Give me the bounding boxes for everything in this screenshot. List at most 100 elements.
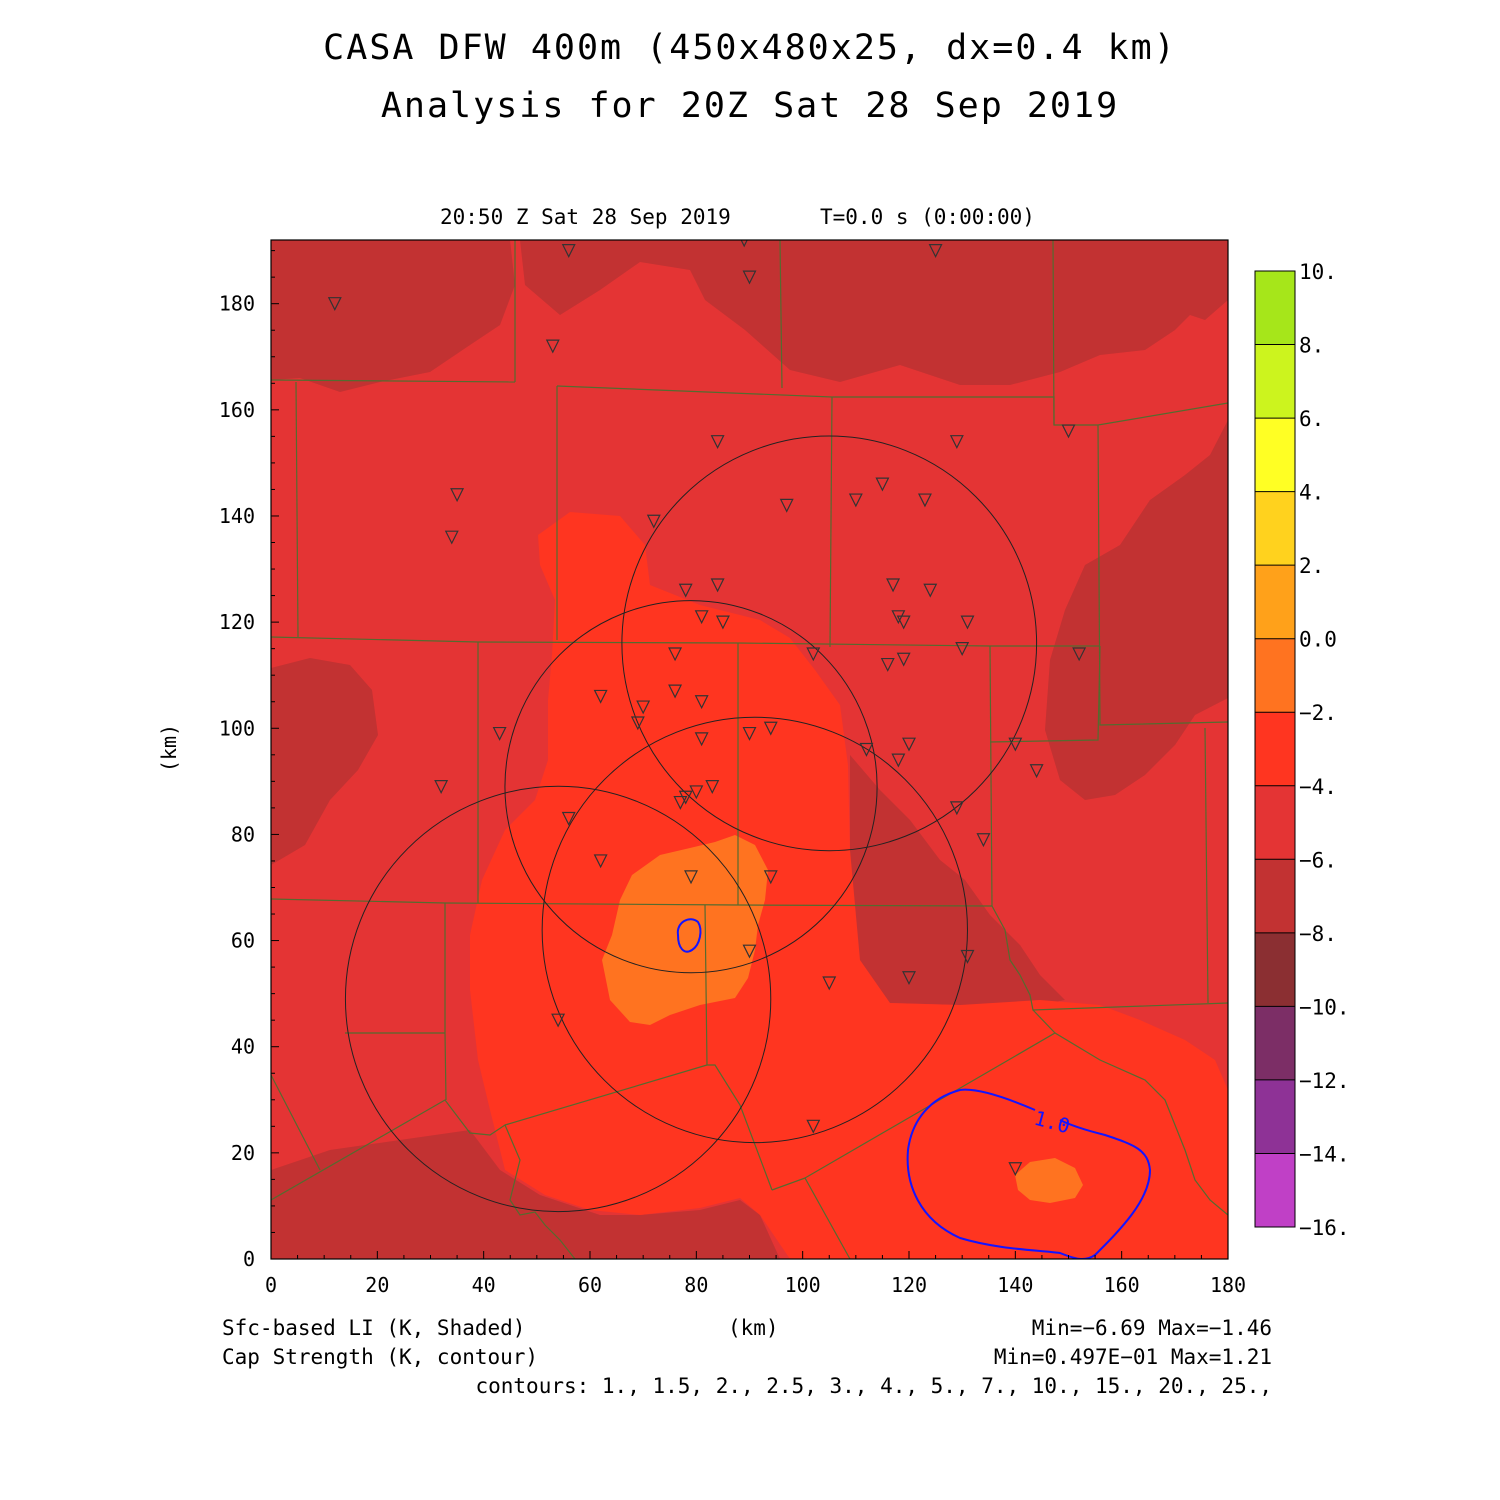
field-dark-east [1045, 420, 1228, 800]
station-marker [668, 647, 683, 662]
colorbar-segment [1255, 271, 1295, 345]
station-marker [327, 297, 342, 312]
station-marker [1008, 737, 1023, 752]
y-axis-label: (km) [157, 724, 181, 772]
station-marker [694, 732, 709, 747]
colorbar-label: 4. [1299, 481, 1324, 505]
y-tick-label: 20 [231, 1141, 255, 1165]
station-marker [742, 726, 757, 741]
station-marker [1061, 424, 1076, 439]
station-marker [551, 1013, 566, 1028]
colorbar-label: 2. [1299, 554, 1324, 578]
footer-range1: Min=−6.69 Max=−1.46 [1031, 1316, 1272, 1340]
cap-contour-southeast [906, 1088, 1152, 1259]
station-marker [636, 700, 651, 715]
y-tick-label: 120 [219, 610, 255, 634]
station-marker [561, 244, 576, 258]
x-tick-label: 0 [265, 1273, 277, 1297]
colorbar-segment [1255, 712, 1295, 786]
station-marker [923, 583, 938, 598]
colorbar-label: −4. [1299, 775, 1337, 799]
x-tick-label: 80 [684, 1273, 708, 1297]
station-marker [886, 578, 901, 593]
station-marker [710, 578, 725, 593]
station-marker [1072, 647, 1087, 662]
x-tick-label: 60 [578, 1273, 602, 1297]
footer-xlabel: (km) [728, 1316, 779, 1340]
station-marker [646, 514, 661, 529]
station-markers [327, 240, 1087, 1177]
y-tick-label: 100 [219, 716, 255, 740]
station-marker [1029, 764, 1044, 779]
colorbar-label: −16. [1299, 1216, 1350, 1240]
colorbar-segment [1255, 859, 1295, 933]
station-marker [593, 689, 608, 704]
x-tick-label: 40 [472, 1273, 496, 1297]
station-marker [955, 642, 970, 657]
station-marker [689, 785, 704, 800]
station-marker [678, 583, 693, 598]
station-marker [902, 737, 916, 752]
y-tick-label: 140 [219, 504, 255, 528]
colorbar-label: −12. [1299, 1069, 1350, 1093]
model-time-label: T=0.0 s (0:00:00) [820, 205, 1035, 229]
station-marker [1008, 1162, 1023, 1177]
colorbar-segment [1255, 565, 1295, 639]
x-tick-label: 160 [1104, 1273, 1140, 1297]
station-marker [715, 615, 730, 630]
station-marker [779, 498, 794, 513]
x-tick-label: 120 [891, 1273, 927, 1297]
station-marker [593, 854, 608, 869]
station-marker [822, 976, 837, 991]
station-marker [742, 270, 757, 285]
station-marker [896, 652, 911, 667]
radar-range-ring [344, 785, 772, 1213]
cap-contour-north [676, 918, 702, 953]
y-tick-label: 160 [219, 398, 255, 422]
y-tick-label: 80 [231, 822, 255, 846]
valid-time-label: 20:50 Z Sat 28 Sep 2019 [440, 205, 731, 229]
colorbar-label: −10. [1299, 995, 1350, 1019]
colorbar-segment [1255, 344, 1295, 419]
field-dark-center [850, 755, 1065, 1005]
colorbar-segment [1255, 1153, 1295, 1227]
x-tick-label: 180 [1210, 1273, 1246, 1297]
footer-field1: Sfc-based LI (K, Shaded) [222, 1316, 526, 1340]
station-marker [450, 488, 465, 503]
station-marker [545, 339, 560, 354]
y-tick-label: 180 [219, 292, 255, 316]
station-marker [960, 949, 975, 964]
station-marker [859, 742, 874, 757]
county-boundaries [271, 240, 1228, 1259]
station-marker [694, 695, 709, 710]
x-axis: 0 20 40 60 80 100 120 140 160 180 [265, 1251, 1246, 1297]
footer-field2: Cap Strength (K, contour) [222, 1345, 539, 1369]
station-marker [742, 944, 757, 959]
station-marker [976, 833, 991, 848]
y-tick-label: 40 [231, 1035, 255, 1059]
colorbar-label: −2. [1299, 701, 1337, 725]
title-line-2: Analysis for 20Z Sat 28 Sep 2019 [380, 86, 1120, 126]
field-orange-core [602, 835, 768, 1025]
station-marker [673, 795, 688, 810]
y-tick-label: 60 [231, 929, 255, 953]
footer-range2: Min=0.497E−01 Max=1.21 [993, 1345, 1272, 1369]
station-marker [902, 971, 916, 986]
field-dark-northwest [271, 240, 515, 392]
station-marker [678, 790, 693, 805]
field-dark-southwest [271, 1130, 780, 1259]
footer-contours: contours: 1., 1.5, 2., 2.5, 3., 4., 5., … [475, 1374, 1272, 1398]
station-marker [492, 726, 507, 741]
colorbar-label: −8. [1299, 922, 1337, 946]
station-marker [896, 615, 911, 630]
colorbar-segment [1255, 785, 1295, 860]
field-dark-north [271, 240, 1228, 385]
station-marker [561, 811, 576, 826]
station-marker [806, 647, 821, 662]
colorbar-segment [1255, 1079, 1295, 1154]
station-marker [806, 1119, 821, 1134]
station-marker [949, 435, 964, 450]
radar-range-ring [621, 435, 1038, 852]
station-marker [434, 780, 449, 794]
